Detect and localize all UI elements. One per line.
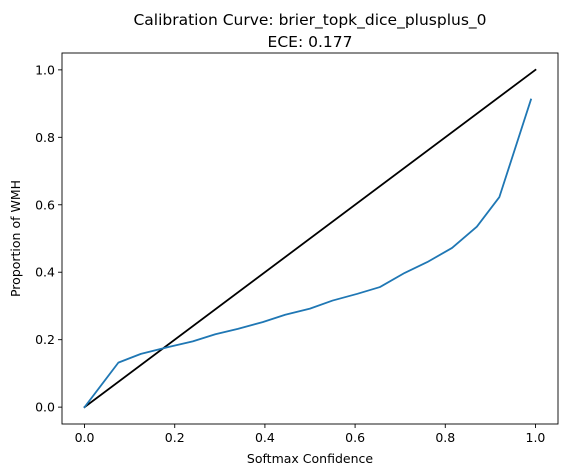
chart-subtitle: ECE: 0.177 bbox=[268, 33, 353, 51]
plot-frame bbox=[61, 52, 559, 425]
y-tick-label: 0.4 bbox=[35, 265, 55, 280]
x-tick-label: 0.6 bbox=[345, 430, 365, 445]
perfect-calibration-line bbox=[83, 68, 537, 409]
y-tick-label: 1.0 bbox=[35, 62, 55, 77]
chart-title: Calibration Curve: brier_topk_dice_plusp… bbox=[133, 11, 486, 30]
x-tick-label: 1.0 bbox=[526, 430, 546, 445]
y-tick-label: 0.2 bbox=[35, 332, 55, 347]
x-tick-label: 0.2 bbox=[165, 430, 185, 445]
x-axis-label: Softmax Confidence bbox=[247, 451, 373, 466]
y-tick-label: 0.8 bbox=[35, 130, 55, 145]
y-tick-label: 0.0 bbox=[35, 400, 55, 415]
x-tick-label: 0.8 bbox=[435, 430, 455, 445]
y-axis-label: Proportion of WMH bbox=[8, 180, 23, 297]
calibration-curve-line bbox=[83, 98, 533, 409]
y-tick-label: 0.6 bbox=[35, 197, 55, 212]
x-tick-label: 0.4 bbox=[255, 430, 275, 445]
x-tick-label: 0.0 bbox=[75, 430, 95, 445]
